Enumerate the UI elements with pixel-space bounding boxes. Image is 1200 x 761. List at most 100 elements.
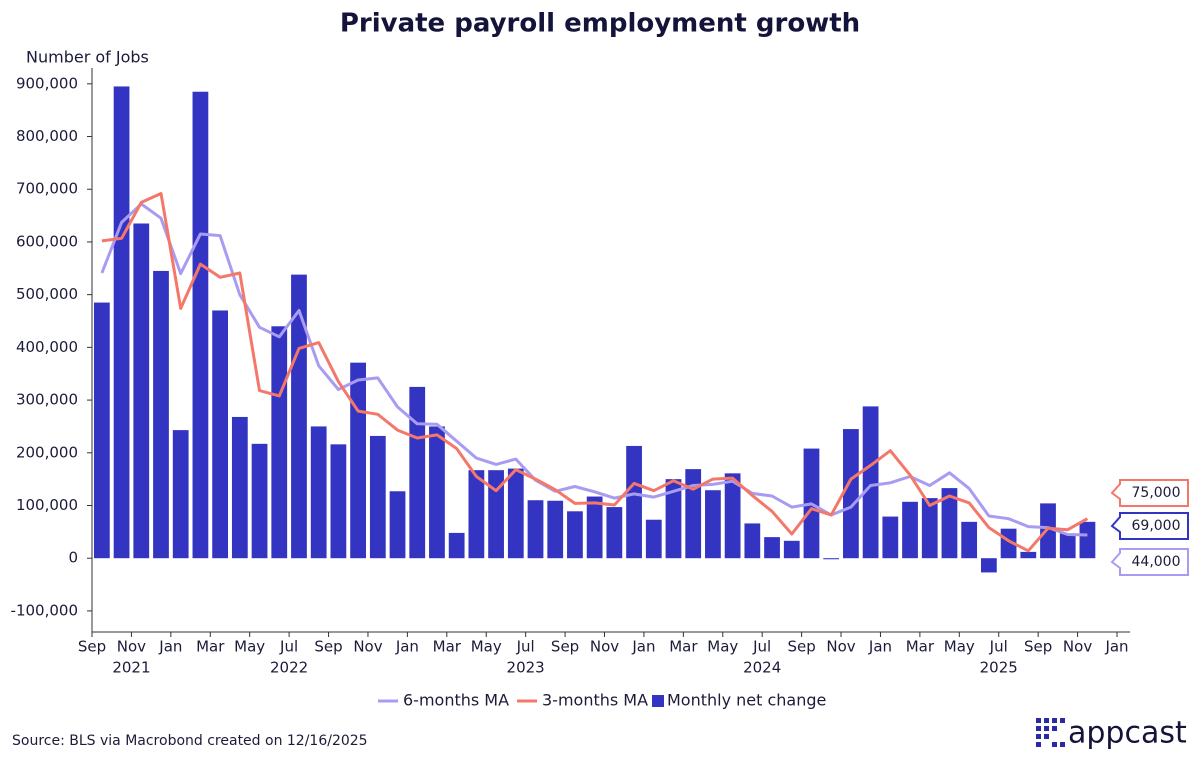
- bar: [626, 445, 642, 559]
- x-tick-label: Mar: [433, 638, 462, 656]
- line-series: [101, 192, 1089, 553]
- bar: [468, 470, 485, 559]
- x-tick-label: Jul: [752, 638, 771, 656]
- callout-label: 69,000: [1132, 518, 1181, 534]
- x-year-label: 2021: [112, 659, 150, 677]
- x-year-label: 2022: [270, 659, 308, 677]
- bar: [291, 274, 307, 559]
- bar: [330, 444, 347, 559]
- y-tick-label: 900,000: [16, 74, 78, 92]
- bar: [192, 91, 209, 559]
- bar: [764, 537, 780, 559]
- bar: [645, 519, 662, 559]
- bar: [705, 490, 721, 559]
- bar: [921, 498, 938, 559]
- x-tick-label: Jan: [158, 638, 182, 656]
- y-tick-label: 500,000: [16, 285, 78, 303]
- end-callout: 75,000: [1110, 479, 1189, 507]
- legend-label: Monthly net change: [667, 691, 826, 710]
- callout-label: 75,000: [1132, 485, 1181, 501]
- x-year-label: 2025: [980, 659, 1018, 677]
- bar: [961, 521, 978, 559]
- callout-box: [1110, 512, 1189, 540]
- bar: [685, 469, 702, 559]
- x-tick-label: Nov: [590, 638, 619, 656]
- legend-label: 3-months MA: [542, 691, 648, 710]
- bar: [350, 362, 366, 559]
- x-tick-label: Nov: [117, 638, 146, 656]
- bar: [369, 435, 386, 559]
- bar: [783, 540, 800, 559]
- y-axis-label: Number of Jobs: [26, 48, 149, 67]
- x-tick-label: Mar: [196, 638, 225, 656]
- callout-box: [1110, 548, 1189, 576]
- end-callout: 69,000: [1110, 512, 1189, 540]
- brand-logo-text: appcast: [1068, 716, 1187, 751]
- bar: [409, 386, 426, 559]
- bar: [271, 326, 288, 559]
- bar: [606, 507, 623, 559]
- x-tick-label: Jan: [631, 638, 655, 656]
- bar: [1040, 503, 1056, 559]
- x-tick-label: Jan: [1104, 638, 1128, 656]
- x-tick-label: Sep: [551, 638, 579, 656]
- bar: [231, 416, 248, 559]
- x-tick-label: Sep: [787, 638, 815, 656]
- y-tick-label: 0: [68, 549, 78, 567]
- y-tick-label: 400,000: [16, 338, 78, 356]
- bar: [665, 479, 682, 559]
- x-tick-label: May: [471, 638, 502, 656]
- y-tick-label: 600,000: [16, 232, 78, 250]
- bar: [744, 523, 761, 559]
- bar: [1079, 521, 1096, 559]
- bar: [882, 516, 899, 559]
- x-tick-label: Mar: [669, 638, 698, 656]
- bar: [823, 558, 840, 560]
- line-series: [100, 202, 1088, 537]
- x-year-label: 2023: [507, 659, 545, 677]
- bar: [93, 302, 110, 559]
- bar: [843, 429, 859, 559]
- x-tick-label: Jan: [395, 638, 419, 656]
- x-tick-label: Mar: [906, 638, 935, 656]
- bar: [389, 491, 406, 559]
- x-tick-label: Sep: [314, 638, 342, 656]
- bar: [1059, 533, 1076, 559]
- bar: [567, 511, 583, 559]
- y-tick-label: 200,000: [16, 443, 78, 461]
- x-tick-label: Nov: [826, 638, 855, 656]
- bar: [941, 488, 958, 559]
- bar: [862, 406, 879, 559]
- bar: [1020, 551, 1037, 559]
- bar: [488, 470, 504, 559]
- bar: [902, 501, 918, 559]
- x-tick-label: May: [944, 638, 975, 656]
- bar: [212, 310, 229, 559]
- bar: [527, 500, 544, 559]
- bar: [724, 473, 741, 559]
- legend-label: 6-months MA: [403, 691, 509, 710]
- x-tick-label: Sep: [1024, 638, 1052, 656]
- bar: [448, 532, 465, 559]
- y-tick-label: -100,000: [11, 601, 78, 619]
- bar: [251, 443, 268, 559]
- source-note: Source: BLS via Macrobond created on 12/…: [12, 733, 368, 749]
- x-tick-label: May: [707, 638, 738, 656]
- callout-label: 44,000: [1132, 554, 1181, 570]
- y-tick-label: 100,000: [16, 496, 78, 514]
- bar: [980, 558, 997, 573]
- callout-box: [1110, 479, 1189, 507]
- x-tick-label: Jul: [516, 638, 535, 656]
- x-tick-label: Nov: [1063, 638, 1092, 656]
- y-tick-label: 800,000: [16, 127, 78, 145]
- chart-title: Private payroll employment growth: [340, 9, 860, 39]
- bar: [547, 500, 564, 559]
- legend-swatch: [652, 695, 664, 707]
- brand-logo-icon: [1036, 718, 1065, 747]
- bar: [429, 426, 445, 559]
- bar: [507, 468, 524, 559]
- bar: [310, 426, 327, 559]
- bar: [153, 270, 169, 559]
- x-tick-label: May: [234, 638, 265, 656]
